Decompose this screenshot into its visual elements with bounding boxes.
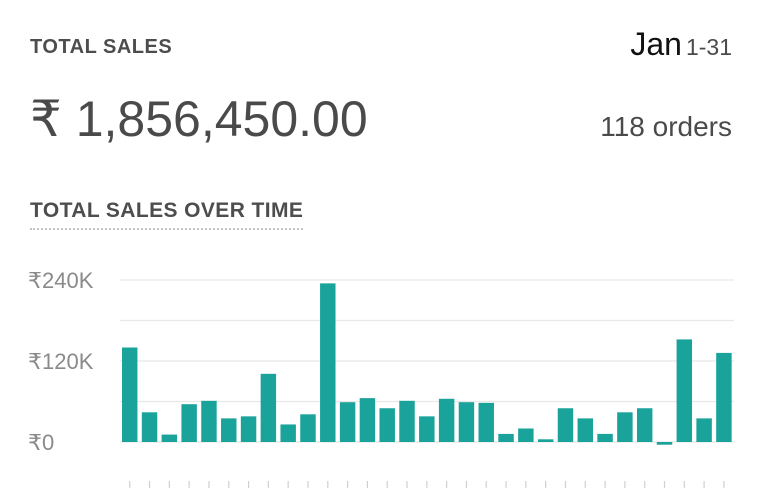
bar-day-8[interactable] <box>260 373 277 442</box>
bar-day-10[interactable] <box>300 414 316 442</box>
bar-day-14[interactable] <box>379 408 395 442</box>
bar-day-17[interactable] <box>438 398 455 442</box>
bar-day-18[interactable] <box>458 402 475 442</box>
bar-day-28[interactable] <box>656 442 673 445</box>
bar-day-20[interactable] <box>498 433 514 442</box>
bar-day-25[interactable] <box>597 433 613 442</box>
y-axis-ticks: ₹0 ₹120K ₹240K <box>28 268 94 455</box>
total-sales-title: TOTAL SALES <box>30 36 173 58</box>
bar-day-23[interactable] <box>557 408 574 442</box>
bar-day-29[interactable] <box>676 339 693 442</box>
bar-day-15[interactable] <box>399 400 415 442</box>
bar-day-3[interactable] <box>161 434 178 442</box>
bar-day-24[interactable] <box>577 418 593 443</box>
bar-day-1[interactable] <box>122 347 138 443</box>
bar-day-13[interactable] <box>359 398 376 443</box>
period-range: 1-31 <box>685 34 732 60</box>
bar-day-2[interactable] <box>141 412 158 442</box>
total-sales-amount: ₹ 1,856,450.00 <box>30 91 368 147</box>
order-count: 118 orders <box>600 111 732 142</box>
bar-day-12[interactable] <box>339 402 356 442</box>
bar-day-11[interactable] <box>320 283 336 443</box>
y-tick-label: ₹0 <box>28 430 54 455</box>
bar-day-19[interactable] <box>478 402 494 442</box>
y-tick-label: ₹240K <box>28 268 94 293</box>
bar-day-4[interactable] <box>181 404 197 442</box>
bar-day-21[interactable] <box>518 428 534 443</box>
x-axis-ticks <box>129 481 725 488</box>
bar-day-27[interactable] <box>636 408 653 442</box>
bar-day-30[interactable] <box>696 418 712 443</box>
y-tick-label: ₹120K <box>28 349 94 374</box>
bar-day-22[interactable] <box>537 439 554 442</box>
bar-day-9[interactable] <box>280 424 296 442</box>
date-period[interactable]: Jan 1-31 <box>630 26 732 63</box>
bar-day-31[interactable] <box>716 352 732 442</box>
bar-day-6[interactable] <box>221 418 237 443</box>
bar-day-26[interactable] <box>617 412 633 442</box>
bar-day-7[interactable] <box>240 416 257 442</box>
chart-title[interactable]: TOTAL SALES OVER TIME <box>30 199 304 230</box>
chart-bars <box>122 283 732 445</box>
period-month: Jan <box>630 26 682 62</box>
bar-day-16[interactable] <box>419 416 435 442</box>
bar-day-5[interactable] <box>201 400 217 442</box>
